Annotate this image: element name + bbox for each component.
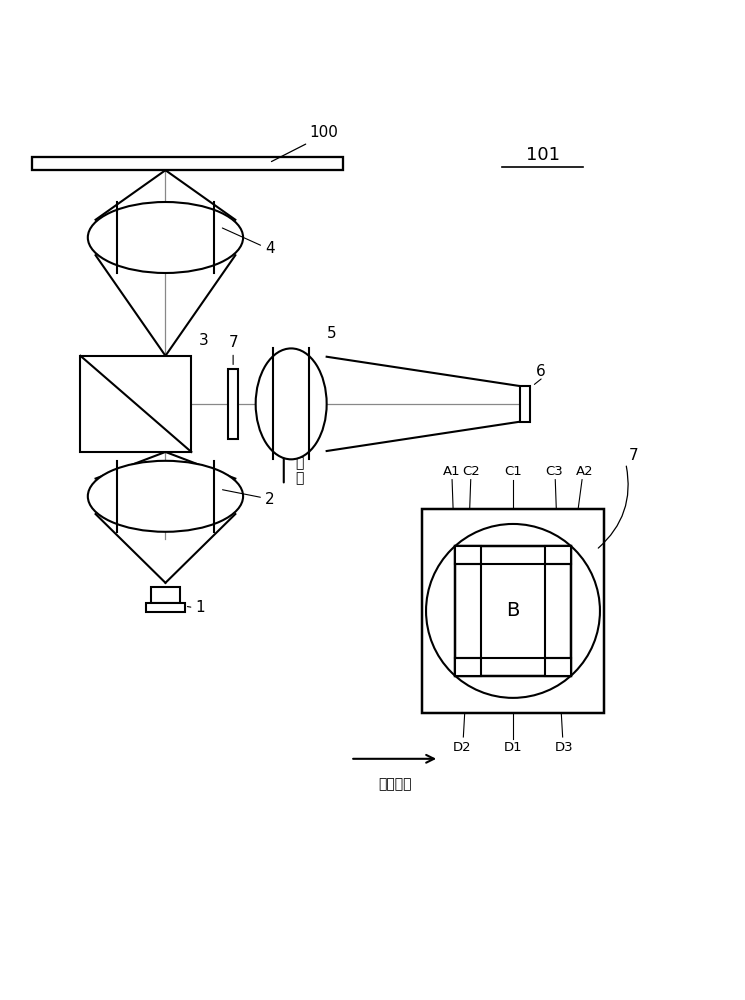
Text: 7: 7 <box>628 448 638 463</box>
Bar <box>455 546 571 676</box>
Text: 1: 1 <box>196 600 206 615</box>
Text: 2: 2 <box>265 492 275 507</box>
Text: 101: 101 <box>525 146 559 164</box>
Ellipse shape <box>256 348 326 459</box>
Bar <box>455 658 481 676</box>
Text: A2: A2 <box>575 465 593 478</box>
Text: 6: 6 <box>536 364 545 379</box>
Text: D1: D1 <box>504 741 522 754</box>
Bar <box>455 546 481 564</box>
Bar <box>151 587 180 603</box>
Bar <box>80 356 191 452</box>
Text: D2: D2 <box>452 741 471 754</box>
Bar <box>521 386 530 422</box>
Text: 5: 5 <box>327 326 337 341</box>
Bar <box>146 603 185 612</box>
Text: 径向方向: 径向方向 <box>378 777 411 791</box>
Ellipse shape <box>88 202 243 273</box>
Text: 7: 7 <box>228 335 238 350</box>
Bar <box>32 157 343 170</box>
Text: C1: C1 <box>504 465 522 478</box>
Text: B: B <box>507 601 520 620</box>
Text: A1: A1 <box>443 465 460 478</box>
Text: C2: C2 <box>463 465 481 478</box>
Text: 3: 3 <box>199 333 209 348</box>
Text: 100: 100 <box>310 125 338 140</box>
Text: D3: D3 <box>555 741 574 754</box>
Text: C3: C3 <box>545 465 563 478</box>
Text: 4: 4 <box>265 241 275 256</box>
Bar <box>422 509 603 713</box>
Ellipse shape <box>88 461 243 532</box>
Bar <box>545 546 571 564</box>
Bar <box>545 658 571 676</box>
Bar <box>228 369 238 439</box>
Text: 正
切
方
向: 正 切 方 向 <box>295 426 303 485</box>
